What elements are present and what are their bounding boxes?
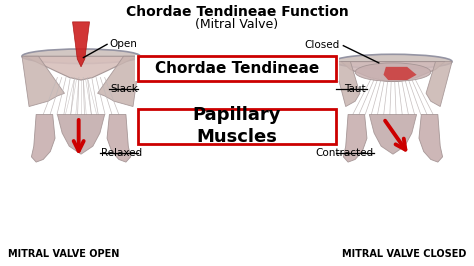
Polygon shape <box>369 114 417 154</box>
Polygon shape <box>426 61 452 107</box>
Ellipse shape <box>22 49 140 64</box>
Text: (Mitral Valve): (Mitral Valve) <box>195 18 279 31</box>
Text: Open: Open <box>109 39 137 49</box>
Polygon shape <box>107 114 131 162</box>
Text: Relaxed: Relaxed <box>101 148 142 158</box>
Ellipse shape <box>334 54 452 69</box>
Polygon shape <box>419 114 443 162</box>
Text: Taut: Taut <box>344 84 365 94</box>
Bar <box>138 56 336 81</box>
Ellipse shape <box>355 63 431 81</box>
Text: Closed: Closed <box>305 40 340 50</box>
Bar <box>136 55 338 81</box>
Polygon shape <box>383 67 417 80</box>
Polygon shape <box>334 61 360 107</box>
Polygon shape <box>341 61 445 81</box>
Bar <box>138 109 336 144</box>
Polygon shape <box>31 114 55 162</box>
Text: Chordae Tendineae: Chordae Tendineae <box>155 61 319 76</box>
Text: Contracted: Contracted <box>315 148 373 158</box>
Polygon shape <box>73 22 90 67</box>
Text: Slack: Slack <box>110 84 138 94</box>
Polygon shape <box>98 56 140 107</box>
Polygon shape <box>343 114 367 162</box>
Text: MITRAL VALVE CLOSED: MITRAL VALVE CLOSED <box>342 249 466 259</box>
Polygon shape <box>57 114 105 154</box>
Text: Papillary
Muscles: Papillary Muscles <box>193 106 281 147</box>
Polygon shape <box>24 56 138 80</box>
Text: MITRAL VALVE OPEN: MITRAL VALVE OPEN <box>8 249 119 259</box>
Text: Chordae Tendineae Function: Chordae Tendineae Function <box>126 6 348 19</box>
Bar <box>136 108 338 145</box>
Polygon shape <box>22 56 64 107</box>
